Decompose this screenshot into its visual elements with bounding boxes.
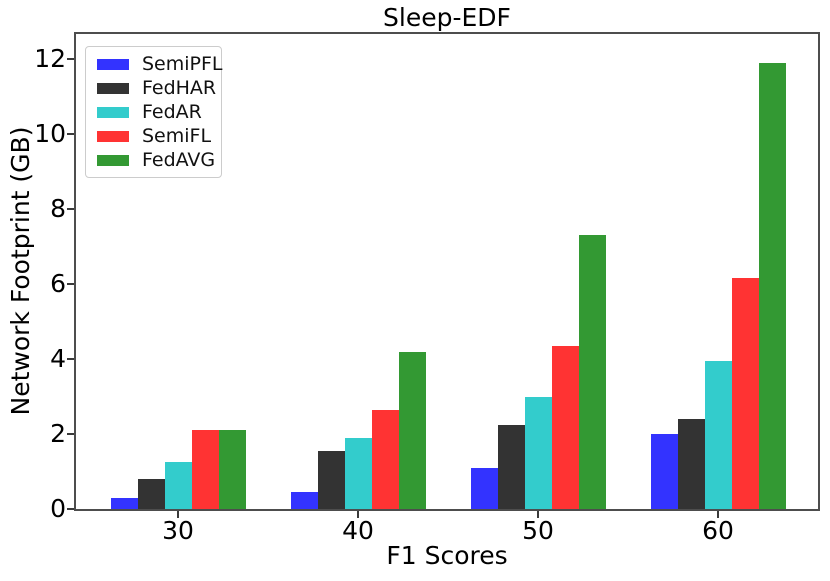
y-tick-label: 12	[34, 44, 66, 74]
x-tick-mark	[357, 511, 359, 518]
bar-fedar-40	[344, 437, 372, 509]
legend-label: FedHAR	[142, 77, 217, 99]
x-tick-label: 30	[162, 516, 194, 545]
bar-fedavg-50	[578, 235, 606, 509]
bar-fedavg-60	[758, 62, 786, 509]
legend-label: FedAVG	[142, 149, 216, 171]
bar-fedavg-40	[398, 351, 426, 509]
x-tick-label: 40	[342, 516, 374, 545]
y-tick-mark	[67, 358, 74, 361]
legend-item-fedar: FedAR	[86, 100, 221, 124]
x-tick-label: 50	[522, 516, 554, 545]
bar-fedavg-30	[218, 430, 246, 509]
legend-item-fedhar: FedHAR	[86, 76, 221, 100]
legend-item-fedavg: FedAVG	[86, 148, 221, 172]
y-tick-label: 10	[34, 119, 66, 149]
legend: SemiPFL FedHAR FedAR SemiFL FedAVG	[85, 46, 223, 178]
chart-title: Sleep-EDF	[383, 3, 511, 32]
y-tick-label: 2	[50, 419, 66, 449]
legend-item-semipfl: SemiPFL	[86, 52, 223, 76]
bar-semifl-50	[551, 345, 579, 509]
y-tick-mark	[67, 508, 74, 510]
legend-swatch-fedar	[97, 106, 129, 118]
bar-semipfl-30	[110, 497, 138, 509]
bar-fedhar-60	[677, 419, 705, 509]
legend-swatch-semifl	[97, 130, 129, 142]
legend-label: SemiPFL	[142, 53, 223, 75]
legend-swatch-fedavg	[97, 154, 129, 166]
y-tick-label: 6	[50, 269, 66, 299]
bar-fedar-30	[164, 462, 192, 509]
x-tick-label: 60	[702, 516, 734, 545]
bar-semifl-40	[371, 409, 399, 509]
plot-area: SemiPFL FedHAR FedAR SemiFL FedAVG 0 2 4 6 8 10 12…	[34, 34, 818, 545]
y-tick-label: 4	[50, 344, 66, 374]
bar-fedhar-50	[497, 424, 525, 509]
y-tick-mark	[67, 133, 74, 136]
bar-fedhar-30	[137, 479, 165, 509]
x-tick-mark	[177, 511, 179, 518]
legend-item-semifl: SemiFL	[86, 124, 221, 148]
legend-swatch-fedhar	[97, 82, 129, 94]
legend-label: FedAR	[142, 101, 202, 123]
y-tick-mark	[67, 283, 74, 286]
x-axis-label: F1 Scores	[386, 541, 508, 570]
bar-semipfl-40	[290, 492, 318, 509]
bar-fedar-60	[704, 360, 732, 509]
bar-semifl-60	[731, 278, 759, 509]
y-tick-mark	[67, 208, 74, 211]
bar-semifl-30	[191, 430, 219, 509]
x-tick-mark	[537, 511, 539, 518]
legend-label: SemiFL	[142, 125, 212, 147]
plot-border	[74, 32, 820, 511]
bar-semipfl-50	[470, 467, 498, 509]
y-tick-mark	[67, 433, 74, 436]
bar-semipfl-60	[650, 434, 678, 509]
y-tick-label: 0	[50, 494, 66, 523]
bar-fedar-50	[524, 396, 552, 509]
y-tick-mark	[67, 58, 74, 61]
bar-fedhar-40	[317, 450, 345, 509]
x-tick-mark	[717, 511, 719, 518]
y-tick-label: 8	[50, 194, 66, 224]
legend-swatch-semipfl	[97, 58, 129, 70]
